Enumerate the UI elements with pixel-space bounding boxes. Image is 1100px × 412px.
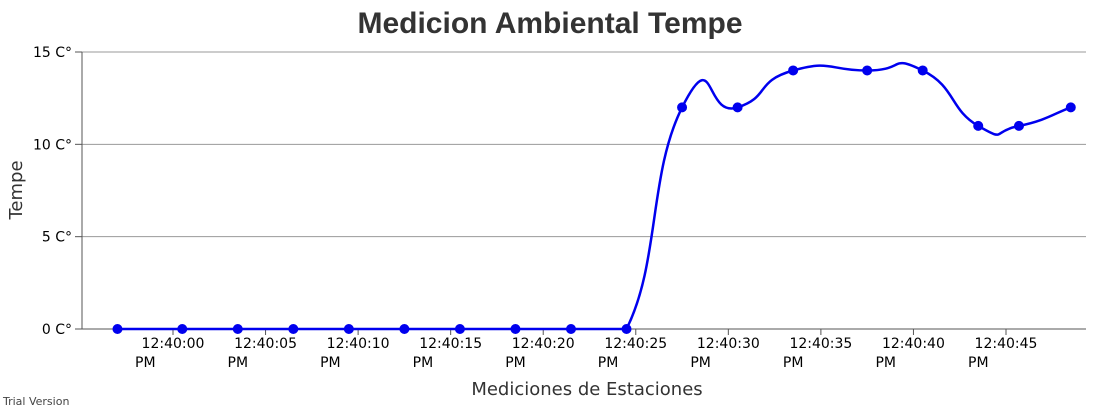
- series-line: [117, 61, 1072, 331]
- data-point[interactable]: [232, 324, 243, 334]
- x-tick-label-ampm: PM: [505, 355, 526, 371]
- data-point[interactable]: [1013, 120, 1024, 131]
- y-tick-label: 15 C°: [33, 45, 72, 61]
- data-point[interactable]: [732, 102, 743, 113]
- data-point[interactable]: [454, 324, 465, 334]
- data-point[interactable]: [510, 324, 521, 334]
- y-tick-label: 0 C°: [42, 322, 72, 338]
- x-tick-label-time: 12:40:20: [512, 336, 575, 352]
- y-axis-label: Tempe: [6, 160, 27, 220]
- x-tick-label-ampm: PM: [598, 355, 619, 371]
- x-tick-label-time: 12:40:30: [697, 336, 760, 352]
- x-tick-label-time: 12:40:15: [419, 336, 482, 352]
- x-tick-label-time: 12:40:35: [789, 336, 852, 352]
- x-tick-label-ampm: PM: [228, 355, 249, 371]
- x-tick-label-ampm: PM: [783, 355, 804, 371]
- data-point[interactable]: [112, 324, 123, 334]
- data-point[interactable]: [973, 120, 984, 131]
- x-tick-label-time: 12:40:45: [975, 336, 1038, 352]
- x-tick-label-time: 12:40:40: [882, 336, 945, 352]
- y-tick-labels: 0 C° 5 C° 10 C° 15 C°: [33, 45, 72, 338]
- x-tick-label-ampm: PM: [690, 355, 711, 371]
- data-point[interactable]: [288, 324, 299, 334]
- trial-version-watermark: Trial Version: [2, 395, 69, 408]
- x-tick-label-ampm: PM: [413, 355, 434, 371]
- x-tick-labels: 12:40:00 PM 12:40:05 PM 12:40:10 PM 12:40:15 PM…: [135, 329, 1037, 371]
- x-tick-label-time: 12:40:10: [327, 336, 390, 352]
- x-tick-label-time: 12:40:05: [234, 336, 297, 352]
- data-point[interactable]: [565, 324, 576, 334]
- series-temperature: [112, 61, 1076, 334]
- data-point[interactable]: [621, 324, 632, 334]
- y-tick-label: 10 C°: [33, 137, 72, 153]
- y-tick-label: 5 C°: [42, 230, 72, 246]
- chart-title: Medicion Ambiental Tempe: [357, 7, 742, 40]
- x-tick-label-time: 12:40:25: [604, 336, 667, 352]
- x-tick-label-ampm: PM: [135, 355, 156, 371]
- data-point[interactable]: [862, 65, 873, 76]
- x-tick-label-ampm: PM: [968, 355, 989, 371]
- data-point[interactable]: [343, 324, 354, 334]
- data-point[interactable]: [788, 65, 799, 76]
- data-point[interactable]: [399, 324, 410, 334]
- data-point[interactable]: [917, 65, 928, 76]
- data-point[interactable]: [177, 324, 188, 334]
- x-axis-label: Mediciones de Estaciones: [471, 379, 702, 400]
- x-tick-label-time: 12:40:00: [142, 336, 205, 352]
- data-point[interactable]: [677, 102, 688, 113]
- x-tick-label-ampm: PM: [875, 355, 896, 371]
- gridlines: [75, 51, 1086, 330]
- x-tick-label-ampm: PM: [320, 355, 341, 371]
- data-point[interactable]: [1065, 102, 1076, 113]
